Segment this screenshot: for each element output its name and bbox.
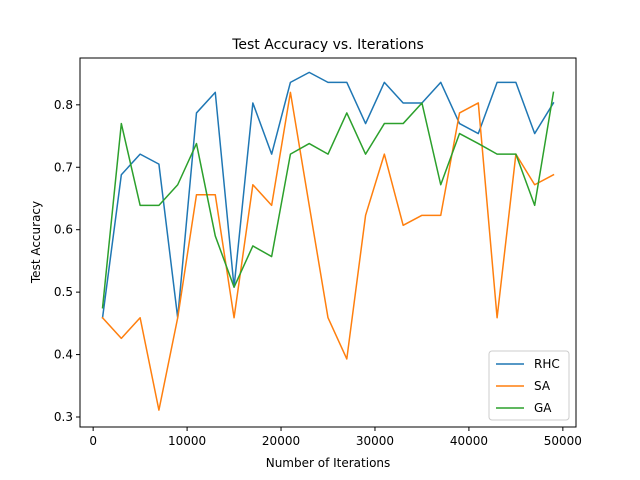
legend: RHC SA GA bbox=[488, 350, 570, 421]
y-tick-label: 0.7 bbox=[54, 160, 73, 174]
y-tick-label: 0.8 bbox=[54, 98, 73, 112]
x-axis: 0 10000 20000 30000 40000 50000 bbox=[89, 427, 582, 448]
x-tick-label: 10000 bbox=[168, 434, 206, 448]
y-tick-label: 0.5 bbox=[54, 285, 73, 299]
y-tick-label: 0.6 bbox=[54, 223, 73, 237]
x-tick-label: 0 bbox=[89, 434, 97, 448]
legend-box bbox=[488, 350, 570, 421]
y-axis: 0.3 0.4 0.5 0.6 0.7 0.8 bbox=[54, 98, 80, 424]
y-axis-title: Test Accuracy bbox=[29, 201, 43, 284]
series-line-sa bbox=[101, 91, 555, 411]
x-tick-label: 20000 bbox=[262, 434, 300, 448]
chart-title: Test Accuracy vs. Iterations bbox=[231, 37, 424, 53]
x-tick-label: 40000 bbox=[450, 434, 488, 448]
y-tick-label: 0.4 bbox=[54, 348, 73, 362]
legend-label-ga: GA bbox=[534, 401, 552, 415]
x-tick-label: 30000 bbox=[356, 434, 394, 448]
series-line-ga bbox=[101, 91, 555, 309]
legend-label-rhc: RHC bbox=[534, 357, 560, 371]
series-layer bbox=[101, 71, 555, 411]
y-tick-label: 0.3 bbox=[54, 410, 73, 424]
plot-frame bbox=[79, 57, 577, 428]
legend-label-sa: SA bbox=[534, 379, 551, 393]
x-tick-label: 50000 bbox=[544, 434, 582, 448]
x-axis-title: Number of Iterations bbox=[266, 456, 391, 470]
